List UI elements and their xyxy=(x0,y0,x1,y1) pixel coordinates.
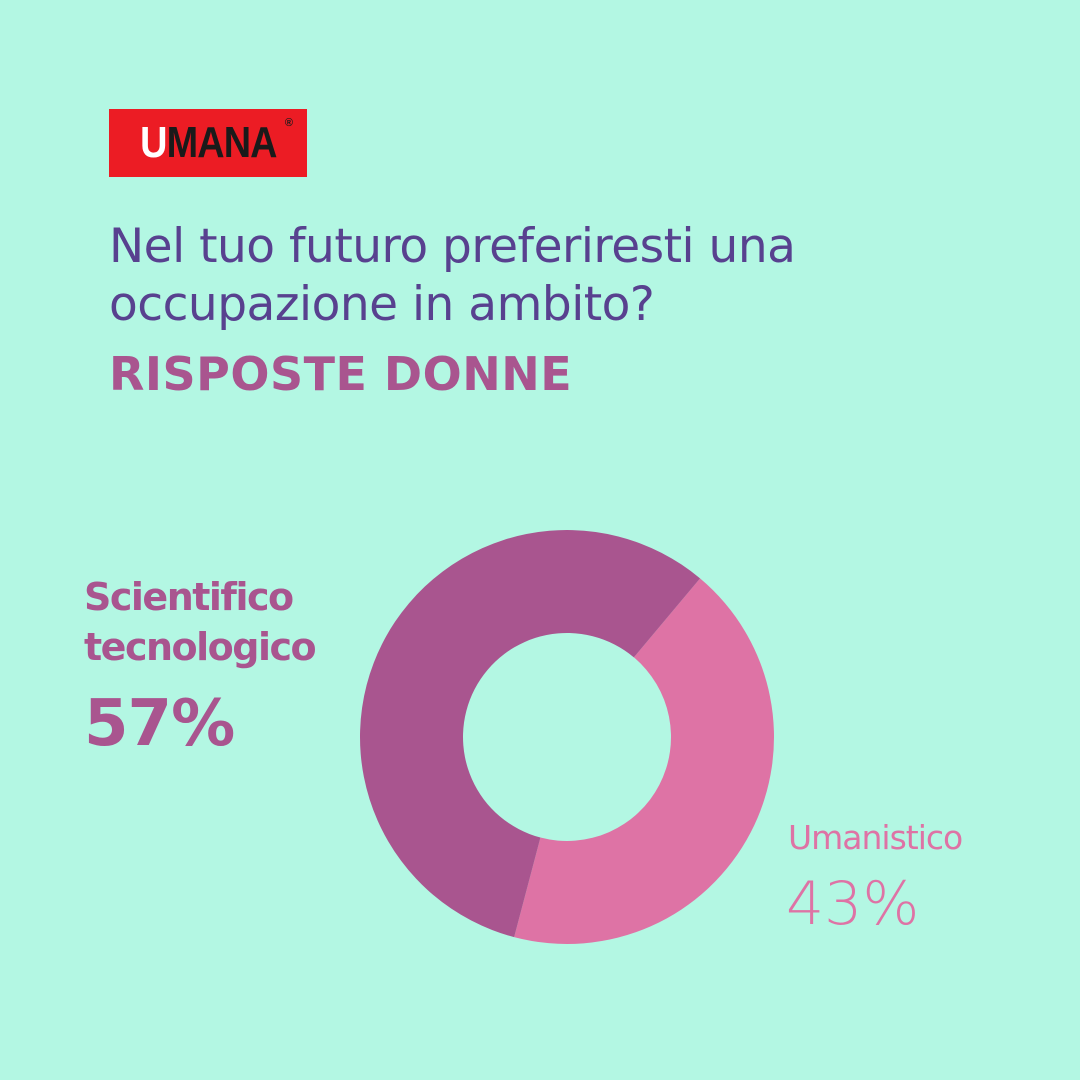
slice-label-umanistico: Umanistico xyxy=(788,818,963,857)
slice-value-umanistico: 43% xyxy=(786,869,920,939)
slice-value-scientifico: 57% xyxy=(84,687,235,761)
logo-first-letter: U xyxy=(139,118,167,167)
donut-slices xyxy=(360,530,774,944)
slice-label-scientifico: Scientifico tecnologico xyxy=(84,575,317,669)
logo-wordmark: UMANA xyxy=(140,121,277,165)
logo-rest: MANA xyxy=(166,118,277,167)
chart-question: Nel tuo futuro preferiresti una occupazi… xyxy=(109,219,796,332)
slice-scientifico xyxy=(360,530,701,938)
umana-logo: UMANA ® xyxy=(109,109,307,177)
slice-umanistico xyxy=(514,578,774,944)
chart-subtitle: RISPOSTE DONNE xyxy=(109,347,573,401)
registered-mark: ® xyxy=(284,117,293,129)
